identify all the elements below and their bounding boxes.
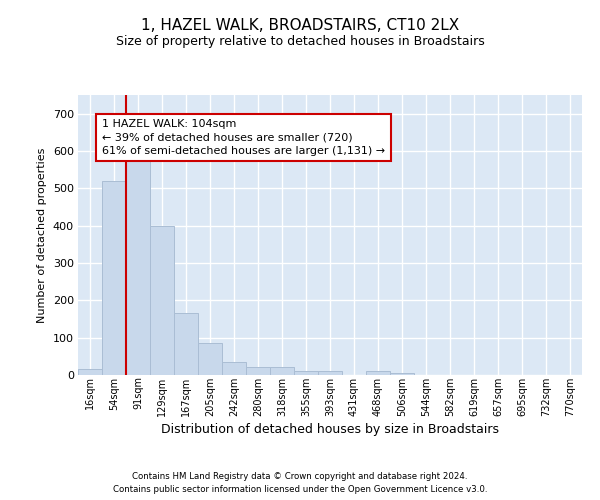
Bar (390, 373, 414, 375)
Text: Contains public sector information licensed under the Open Government Licence v3: Contains public sector information licen… (113, 485, 487, 494)
Text: Contains HM Land Registry data © Crown copyright and database right 2024.: Contains HM Land Registry data © Crown c… (132, 472, 468, 481)
Bar (174, 314, 198, 375)
X-axis label: Distribution of detached houses by size in Broadstairs: Distribution of detached houses by size … (161, 422, 499, 436)
Text: 1 HAZEL WALK: 104sqm
← 39% of detached houses are smaller (720)
61% of semi-deta: 1 HAZEL WALK: 104sqm ← 39% of detached h… (102, 120, 385, 156)
Text: 1, HAZEL WALK, BROADSTAIRS, CT10 2LX: 1, HAZEL WALK, BROADSTAIRS, CT10 2LX (141, 18, 459, 32)
Bar (366, 370, 390, 375)
Bar (294, 372, 318, 375)
Y-axis label: Number of detached properties: Number of detached properties (37, 148, 47, 322)
Bar (150, 226, 174, 375)
Bar (318, 370, 342, 375)
Bar (222, 362, 246, 375)
Bar (102, 181, 126, 375)
Text: Size of property relative to detached houses in Broadstairs: Size of property relative to detached ho… (116, 35, 484, 48)
Bar (246, 367, 270, 375)
Bar (198, 342, 222, 375)
Bar (78, 370, 102, 375)
Bar (126, 158, 150, 375)
Bar (270, 367, 294, 375)
